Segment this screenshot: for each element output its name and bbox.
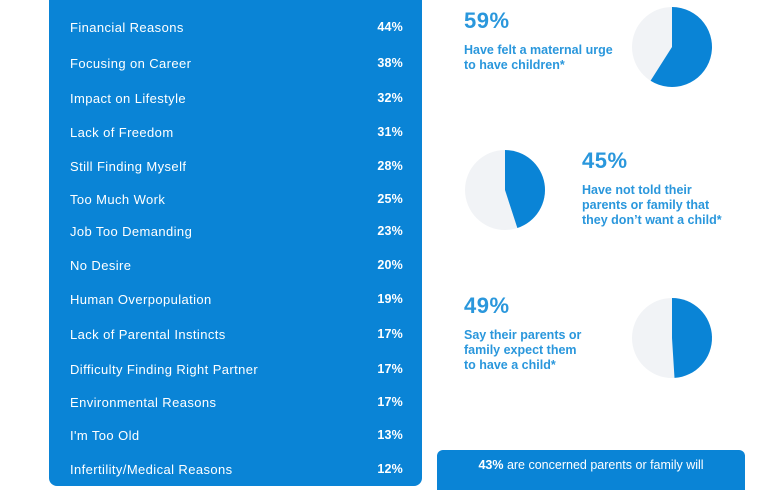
reason-label: Infertility/Medical Reasons — [70, 461, 233, 477]
reason-row: Lack of Parental Instincts 17% — [70, 324, 403, 344]
reason-row: Difficulty Finding Right Partner 17% — [70, 359, 403, 379]
reason-label: Lack of Freedom — [70, 124, 174, 140]
reason-percent: 25% — [377, 192, 403, 206]
reason-percent: 32% — [377, 91, 403, 105]
stat-family-expects: 49% Say their parents or family expect t… — [464, 295, 584, 373]
reason-row: Lack of Freedom 31% — [70, 122, 403, 142]
reason-label: I'm Too Old — [70, 427, 140, 443]
bottom-note-percent: 43% — [478, 458, 504, 472]
reason-row: Financial Reasons 44% — [70, 17, 403, 37]
reason-label: Job Too Demanding — [70, 223, 193, 239]
reason-label: Environmental Reasons — [70, 394, 217, 410]
pie-slice — [650, 7, 712, 87]
reason-row: Job Too Demanding 23% — [70, 221, 403, 241]
pie-slice — [672, 298, 713, 378]
reason-label: No Desire — [70, 257, 132, 273]
stat-not-told-family: 45% Have not told their parents or famil… — [582, 150, 732, 228]
reason-percent: 12% — [377, 462, 403, 476]
bottom-note: 43% are concerned parents or family will — [437, 450, 745, 490]
stat-percent: 49% — [464, 293, 510, 318]
reason-row: Still Finding Myself 28% — [70, 156, 403, 176]
reason-row: I'm Too Old 13% — [70, 425, 403, 445]
reason-percent: 38% — [377, 56, 403, 70]
reason-row: Infertility/Medical Reasons 12% — [70, 459, 403, 479]
reason-percent: 44% — [377, 20, 403, 34]
stat-caption: Have not told their parents or family th… — [582, 183, 722, 227]
reason-label: Impact on Lifestyle — [70, 90, 186, 106]
reason-percent: 17% — [377, 362, 403, 376]
reason-row: No Desire 20% — [70, 255, 403, 275]
reason-percent: 13% — [377, 428, 403, 442]
reason-percent: 20% — [377, 258, 403, 272]
reason-percent: 17% — [377, 327, 403, 341]
reason-row: Impact on Lifestyle 32% — [70, 88, 403, 108]
stat-caption: Say their parents or family expect them … — [464, 328, 582, 372]
reason-row: Environmental Reasons 17% — [70, 392, 403, 412]
reason-label: Too Much Work — [70, 191, 166, 207]
reason-percent: 19% — [377, 292, 403, 306]
reason-percent: 28% — [377, 159, 403, 173]
bottom-note-text: are concerned parents or family will — [503, 458, 704, 472]
reason-row: Focusing on Career 38% — [70, 53, 403, 73]
stat-percent: 45% — [582, 148, 628, 173]
stat-caption: Have felt a maternal urge to have childr… — [464, 43, 613, 72]
reason-label: Focusing on Career — [70, 55, 192, 71]
pie-not-told-family — [465, 150, 545, 230]
reason-percent: 23% — [377, 224, 403, 238]
pie-maternal-urge — [632, 7, 712, 87]
stat-maternal-urge: 59% Have felt a maternal urge to have ch… — [464, 10, 614, 73]
pie-family-expects — [632, 298, 713, 378]
reason-percent: 17% — [377, 395, 403, 409]
reason-percent: 31% — [377, 125, 403, 139]
pie-slice — [505, 150, 545, 229]
reason-row: Too Much Work 25% — [70, 189, 403, 209]
reason-label: Human Overpopulation — [70, 291, 212, 307]
stat-percent: 59% — [464, 8, 510, 33]
reason-label: Financial Reasons — [70, 19, 184, 35]
reason-label: Difficulty Finding Right Partner — [70, 361, 259, 377]
reason-row: Human Overpopulation 19% — [70, 289, 403, 309]
reason-label: Lack of Parental Instincts — [70, 326, 226, 342]
reasons-panel: Financial Reasons 44% Focusing on Career 38… — [49, 0, 422, 486]
reason-label: Still Finding Myself — [70, 158, 187, 174]
